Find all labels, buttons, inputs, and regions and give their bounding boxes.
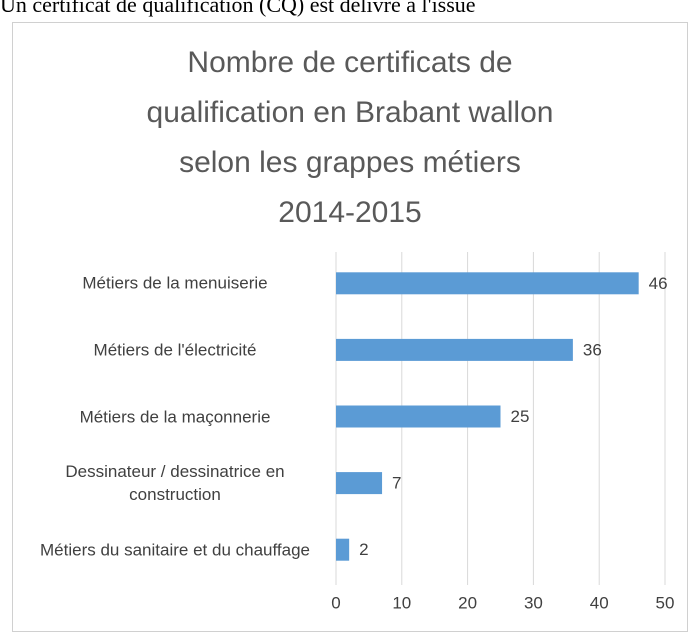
chart-title: Nombre de certificats de qualification en… [12, 38, 688, 238]
bar [336, 538, 350, 561]
bar [336, 405, 501, 428]
document-text: Un certificat de qualification (CQ) est … [0, 0, 476, 17]
x-tick-label: 20 [458, 593, 477, 612]
x-tick-label: 30 [524, 593, 543, 612]
title-line: qualification en Brabant wallon [146, 96, 554, 129]
bar [336, 272, 639, 295]
y-tick-label: Métiers de l'électricité [93, 340, 257, 360]
data-label: 36 [583, 340, 602, 359]
y-tick-label: Dessinateur / dessinatrice en constructi… [65, 462, 285, 505]
y-tick-label: Métiers de la menuiserie [82, 273, 268, 293]
x-tick-label: 0 [331, 593, 340, 612]
data-label: 25 [511, 407, 530, 426]
data-label: 7 [392, 474, 401, 493]
x-tick-label: 50 [656, 593, 675, 612]
bar [336, 338, 573, 361]
title-line: 2014-2015 [278, 196, 422, 229]
y-tick-label: Métiers de la maçonnerie [79, 407, 271, 426]
x-tick-label: 10 [392, 593, 411, 612]
title-line: selon les grappes métiers [179, 146, 521, 179]
data-label: 2 [359, 540, 368, 559]
title-line: Nombre de certificats de [187, 46, 513, 79]
x-tick-label: 40 [590, 593, 609, 612]
y-tick-label: Métiers du sanitaire et du chauffage [40, 540, 310, 560]
data-label: 46 [649, 274, 668, 293]
bar [336, 472, 383, 495]
